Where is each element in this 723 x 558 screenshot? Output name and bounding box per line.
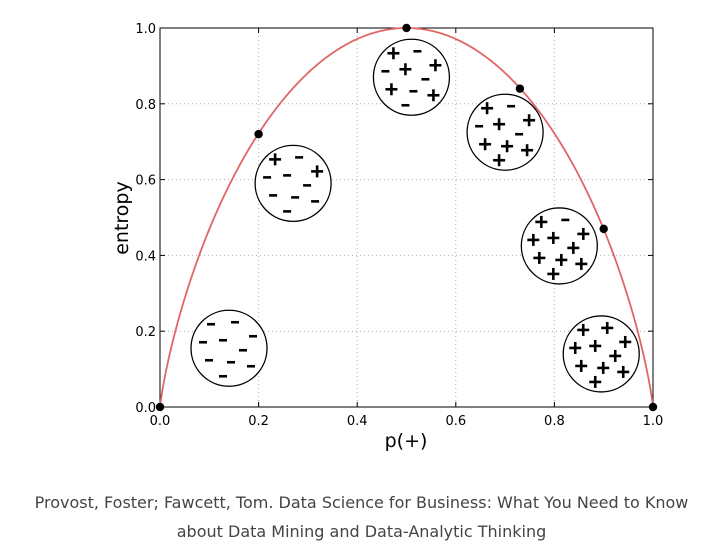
data-point xyxy=(254,129,263,139)
x-tick-label: 1.0 xyxy=(643,414,664,429)
y-tick-label: 0.0 xyxy=(135,401,156,416)
class-mix-circle xyxy=(254,144,332,223)
citation-caption: Provost, Foster; Fawcett, Tom. Data Scie… xyxy=(0,488,723,546)
data-point xyxy=(648,402,658,412)
data-points xyxy=(155,23,658,412)
y-tick-label: 0.2 xyxy=(135,325,156,340)
x-tick-label: 0.6 xyxy=(445,414,466,429)
data-point xyxy=(155,402,165,412)
y-tick-label: 0.8 xyxy=(135,98,156,113)
caption-line-1: Provost, Foster; Fawcett, Tom. Data Scie… xyxy=(34,493,689,512)
entropy-chart: 0.0 0.2 0.4 0.6 0.8 1.0 0.0 0.2 0.4 0.6 0.8 1.0 p(+… xyxy=(111,22,664,452)
y-tick-label: 0.4 xyxy=(135,249,156,264)
data-point xyxy=(515,84,525,93)
caption-line-2: about Data Mining and Data-Analytic Thin… xyxy=(176,522,547,541)
data-point xyxy=(599,224,608,234)
x-tick-label: 0.2 xyxy=(248,414,269,429)
x-tick-label: 0.4 xyxy=(347,414,368,429)
y-tick-label: 0.6 xyxy=(135,174,156,189)
data-point xyxy=(402,23,411,33)
y-axis-label: entropy xyxy=(111,181,133,255)
class-illustrations xyxy=(190,38,640,393)
class-mix-circle xyxy=(372,38,451,116)
y-tick-label: 1.0 xyxy=(135,22,156,37)
class-mix-circle xyxy=(466,93,544,171)
class-mix-circle xyxy=(190,309,268,387)
x-axis-label: p(+) xyxy=(385,430,428,452)
x-tick-label: 0.0 xyxy=(150,414,171,429)
x-tick-label: 0.8 xyxy=(544,414,565,429)
